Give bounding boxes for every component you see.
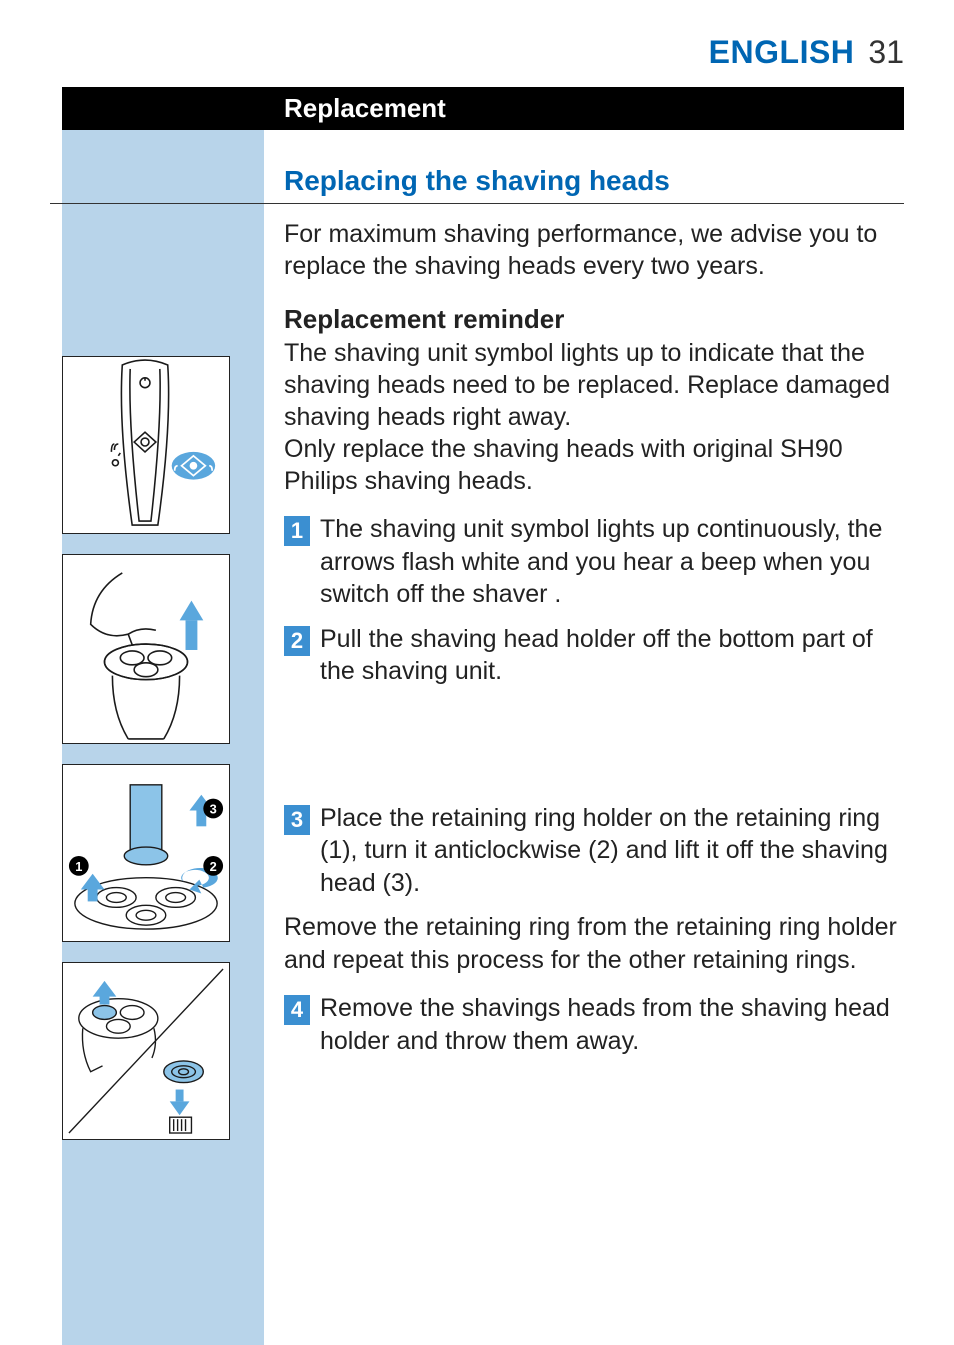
page-header: ENGLISH 31 xyxy=(709,34,904,71)
step-2: 2 Pull the shaving head holder off the b… xyxy=(284,623,904,688)
illustration-remove-heads xyxy=(62,962,230,1140)
svg-text:2: 2 xyxy=(210,859,217,874)
step-number: 1 xyxy=(284,516,310,546)
step-number: 2 xyxy=(284,626,310,656)
step-text: Pull the shaving head holder off the bot… xyxy=(320,623,904,688)
heading-rule xyxy=(50,203,904,204)
after-step-3-paragraph: Remove the retaining ring from the retai… xyxy=(284,911,904,976)
step-1: 1 The shaving unit symbol lights up cont… xyxy=(284,513,904,611)
illustration-shaver-display xyxy=(62,356,230,534)
illustration-pull-holder xyxy=(62,554,230,744)
step-number: 4 xyxy=(284,995,310,1025)
section-bar: Replacement xyxy=(62,87,904,130)
svg-text:1: 1 xyxy=(75,859,82,874)
manual-page: ENGLISH31 Replacement xyxy=(0,0,954,1345)
heading-replacing: Replacing the shaving heads xyxy=(284,165,904,197)
page-number: 31 xyxy=(868,34,904,70)
step-number: 3 xyxy=(284,805,310,835)
step-text: The shaving unit symbol lights up contin… xyxy=(320,513,904,611)
intro-paragraph: For maximum shaving performance, we advi… xyxy=(284,218,904,282)
step-3: 3 Place the retaining ring holder on the… xyxy=(284,802,904,900)
step-text: Remove the shavings heads from the shavi… xyxy=(320,992,904,1057)
svg-text:3: 3 xyxy=(210,801,217,816)
step-4: 4 Remove the shavings heads from the sha… xyxy=(284,992,904,1057)
step-text: Place the retaining ring holder on the r… xyxy=(320,802,904,900)
content-column: Replacing the shaving heads For maximum … xyxy=(284,165,904,1069)
reminder-paragraph: The shaving unit symbol lights up to ind… xyxy=(284,337,904,497)
illustration-retaining-ring: 1 2 3 xyxy=(62,764,230,942)
heading-reminder: Replacement reminder xyxy=(284,304,904,335)
language-label: ENGLISH xyxy=(709,34,855,70)
